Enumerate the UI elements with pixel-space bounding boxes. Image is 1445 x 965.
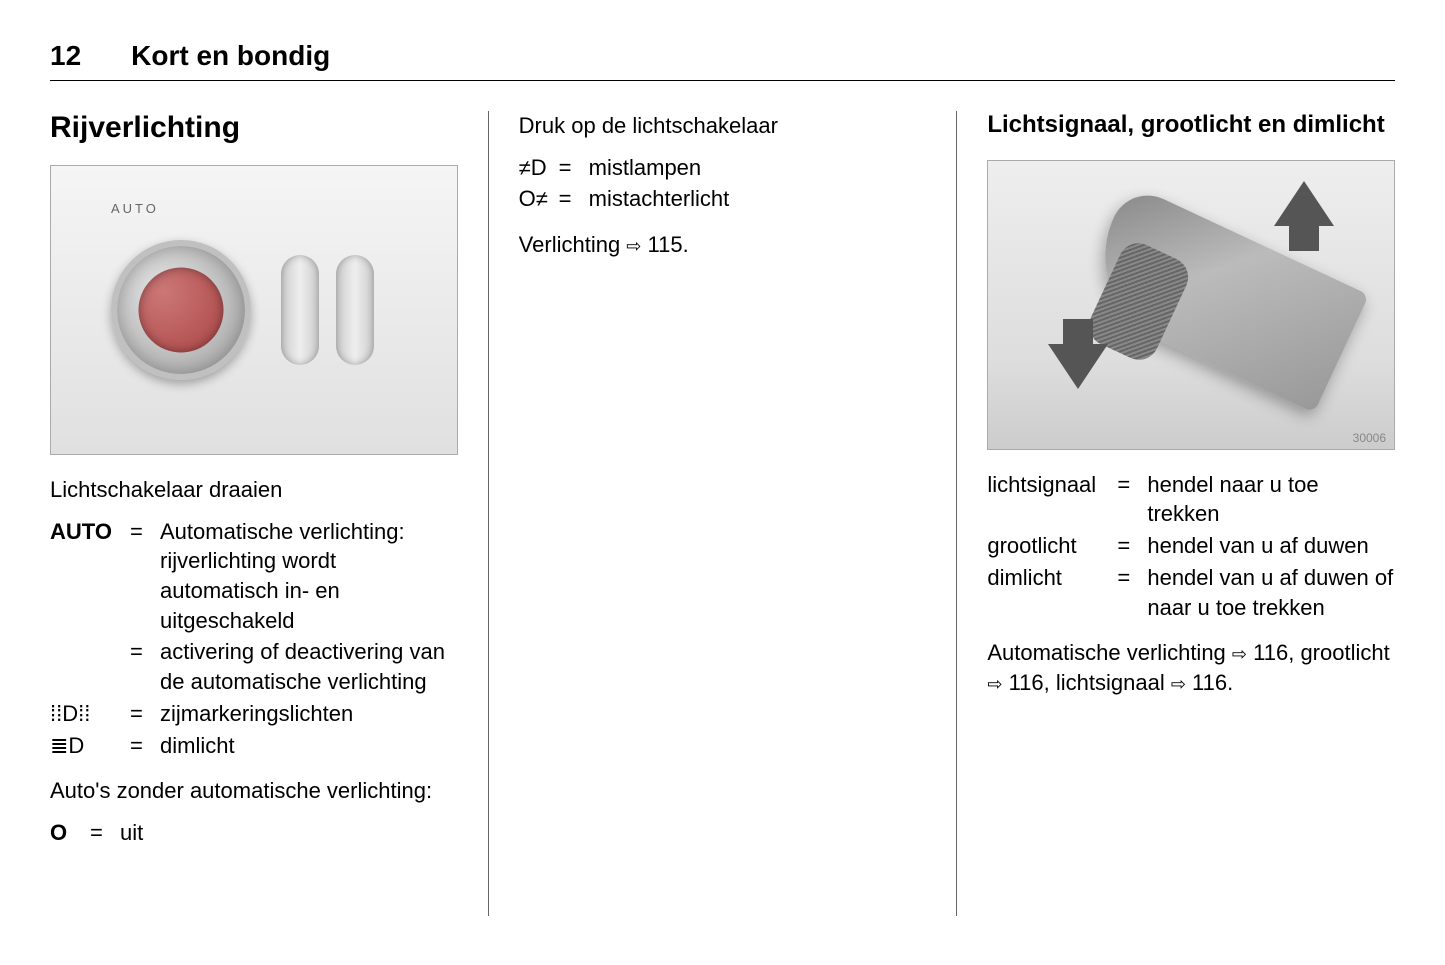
def-eq: = — [90, 818, 120, 848]
col1-intro: Lichtschakelaar draaien — [50, 475, 458, 505]
stalk-illustration — [988, 161, 1394, 449]
def-term-foglight-icon: ≠D — [519, 153, 559, 183]
def-row: = activering of deactivering van de auto… — [50, 637, 458, 696]
def-eq: = — [559, 184, 589, 214]
ref-arrow-icon: ⇨ — [1171, 672, 1186, 696]
def-row: lichtsignaal = hendel naar u toe trekken — [987, 470, 1395, 529]
figure-light-switch: AUTO — [50, 165, 458, 455]
def-eq: = — [130, 731, 160, 761]
def-row: AUTO = Automatische verlichting: rijverl… — [50, 517, 458, 636]
ref-suffix: . — [683, 232, 689, 257]
def-term-off: O — [50, 818, 90, 848]
col3-definitions: lichtsignaal = hendel naar u toe trekken… — [987, 470, 1395, 622]
slider-1-icon — [281, 255, 319, 365]
def-eq: = — [1117, 470, 1147, 500]
ref-arrow-icon: ⇨ — [1232, 642, 1247, 666]
ref-page: 115 — [648, 232, 683, 257]
col2-definitions: ≠D = mistlampen O≠ = mistachterlicht — [519, 153, 927, 214]
col1-definitions-2: O = uit — [50, 818, 458, 848]
ref-1-page: 116 — [1253, 640, 1288, 665]
def-desc: hendel van u af duwen of naar u toe trek… — [1147, 563, 1395, 622]
def-row: ≠D = mistlampen — [519, 153, 927, 183]
def-desc: hendel van u af duwen — [1147, 531, 1395, 561]
def-row: O≠ = mistachterlicht — [519, 184, 927, 214]
def-desc: Automatische verlichting: rijverlichting… — [160, 517, 458, 636]
def-desc: activering of deactivering van de automa… — [160, 637, 458, 696]
ref-2-page: 116 — [1009, 670, 1044, 695]
dial-auto-label: AUTO — [111, 201, 159, 216]
ref-3-page: 116 — [1192, 670, 1227, 695]
slider-2-icon — [336, 255, 374, 365]
def-desc: hendel naar u toe trekken — [1147, 470, 1395, 529]
chapter-title: Kort en bondig — [131, 40, 330, 72]
def-desc: mistachterlicht — [589, 184, 927, 214]
def-term-lowbeam-icon: ≣D — [50, 731, 130, 761]
def-term-dimlicht: dimlicht — [987, 563, 1117, 593]
col1-definitions: AUTO = Automatische verlichting: rijverl… — [50, 517, 458, 761]
figure-stalk: 30006 — [987, 160, 1395, 450]
ref-arrow-icon: ⇨ — [987, 672, 1002, 696]
ref-1-label: Automatische verlichting — [987, 640, 1232, 665]
def-eq: = — [130, 637, 160, 667]
def-row: O = uit — [50, 818, 458, 848]
def-row: grootlicht = hendel van u af duwen — [987, 531, 1395, 561]
col2-ref: Verlichting ⇨ 115. — [519, 230, 927, 260]
col1-post-text: Auto's zonder automatische verlichting: — [50, 776, 458, 806]
column-3: Lichtsignaal, grootlicht en dimlicht 300… — [957, 111, 1395, 916]
def-eq: = — [559, 153, 589, 183]
def-term-grootlicht: grootlicht — [987, 531, 1117, 561]
def-eq: = — [1117, 563, 1147, 593]
section-title-rijverlichting: Rijverlichting — [50, 111, 458, 145]
ref-prefix: Verlichting — [519, 232, 627, 257]
def-eq: = — [1117, 531, 1147, 561]
page-header: 12 Kort en bondig — [50, 40, 1395, 81]
dial-illustration: AUTO — [51, 166, 457, 454]
columns-container: Rijverlichting AUTO Lichtschakelaar draa… — [50, 111, 1395, 916]
ref-2-label: grootlicht — [1300, 640, 1389, 665]
arrow-up-icon — [1274, 181, 1334, 226]
def-desc: zijmarkeringslichten — [160, 699, 458, 729]
def-row: ≣D = dimlicht — [50, 731, 458, 761]
def-term-sidelights-icon: ⁞⁞D⁞⁞ — [50, 699, 130, 729]
def-eq: = — [130, 699, 160, 729]
arrow-down-icon — [1048, 344, 1108, 389]
ref-3-label: lichtsignaal — [1056, 670, 1171, 695]
column-1: Rijverlichting AUTO Lichtschakelaar draa… — [50, 111, 489, 916]
column-2: Druk op de lichtschakelaar ≠D = mistlamp… — [489, 111, 958, 916]
def-term-lichtsignaal: lichtsignaal — [987, 470, 1117, 500]
figure-id: 30006 — [1353, 431, 1386, 445]
def-desc: uit — [120, 818, 458, 848]
dial-knob-icon — [111, 240, 251, 380]
def-eq: = — [130, 517, 160, 547]
def-row: ⁞⁞D⁞⁞ = zijmarkeringslichten — [50, 699, 458, 729]
def-term-rearfog-icon: O≠ — [519, 184, 559, 214]
col2-intro: Druk op de lichtschakelaar — [519, 111, 927, 141]
col3-refs: Automatische verlichting ⇨ 116, grootlic… — [987, 638, 1395, 697]
def-desc: mistlampen — [589, 153, 927, 183]
page-number: 12 — [50, 40, 81, 72]
section-title-lichtsignaal: Lichtsignaal, grootlicht en dimlicht — [987, 111, 1395, 140]
def-row: dimlicht = hendel van u af duwen of naar… — [987, 563, 1395, 622]
def-term-auto: AUTO — [50, 517, 130, 547]
ref-arrow-icon: ⇨ — [626, 234, 641, 258]
manual-page: 12 Kort en bondig Rijverlichting AUTO Li… — [0, 0, 1445, 965]
def-desc: dimlicht — [160, 731, 458, 761]
